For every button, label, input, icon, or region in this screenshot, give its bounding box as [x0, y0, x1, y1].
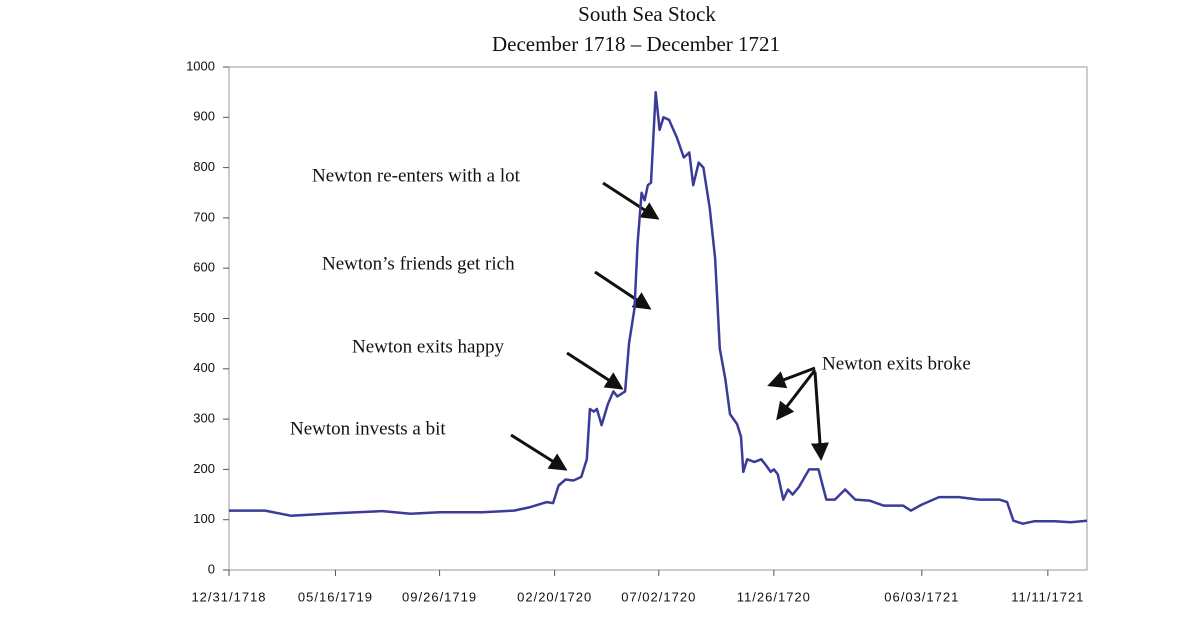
y-tick-label: 400 [193, 360, 215, 375]
y-tick-label: 600 [193, 260, 215, 275]
y-tick-label: 800 [193, 159, 215, 174]
arrow [566, 351, 624, 390]
x-tick-label: 02/20/1720 [517, 589, 592, 604]
y-tick-label: 300 [193, 411, 215, 426]
price-line [229, 90, 1088, 525]
y-tick-label: 0 [208, 561, 215, 576]
arrow [810, 371, 829, 461]
x-tick-label: 11/11/1721 [1011, 589, 1084, 604]
arrow [510, 433, 568, 471]
annotation: Newton re-enters with a lot [312, 165, 521, 186]
chart-subtitle: December 1718 – December 1721 [492, 32, 780, 56]
plot-frame [228, 66, 1088, 571]
y-tick-label: 1000 [186, 58, 215, 73]
y-tick-label: 700 [193, 209, 215, 224]
x-tick-label: 05/16/1719 [298, 589, 373, 604]
arrow [767, 366, 816, 389]
y-tick-label: 500 [193, 310, 215, 325]
x-tick-label: 07/02/1720 [621, 589, 696, 604]
annotation: Newton’s friends get rich [322, 253, 515, 274]
chart-title: South Sea Stock [578, 2, 716, 26]
y-tick-label: 100 [193, 511, 215, 526]
y-tick-label: 200 [193, 461, 215, 476]
arrow [594, 270, 652, 310]
annotation: Newton exits broke [822, 353, 971, 374]
annotation: Newton invests a bit [290, 418, 446, 439]
arrow [776, 369, 817, 421]
annotation: Newton exits happy [352, 336, 504, 357]
x-tick-label: 11/26/1720 [737, 589, 811, 604]
x-tick-label: 06/03/1721 [884, 589, 959, 604]
arrow [602, 181, 660, 220]
arrows [510, 181, 829, 471]
x-tick-label: 09/26/1719 [402, 589, 477, 604]
x-tick-label: 12/31/1718 [191, 589, 266, 604]
y-tick-label: 900 [193, 109, 215, 124]
